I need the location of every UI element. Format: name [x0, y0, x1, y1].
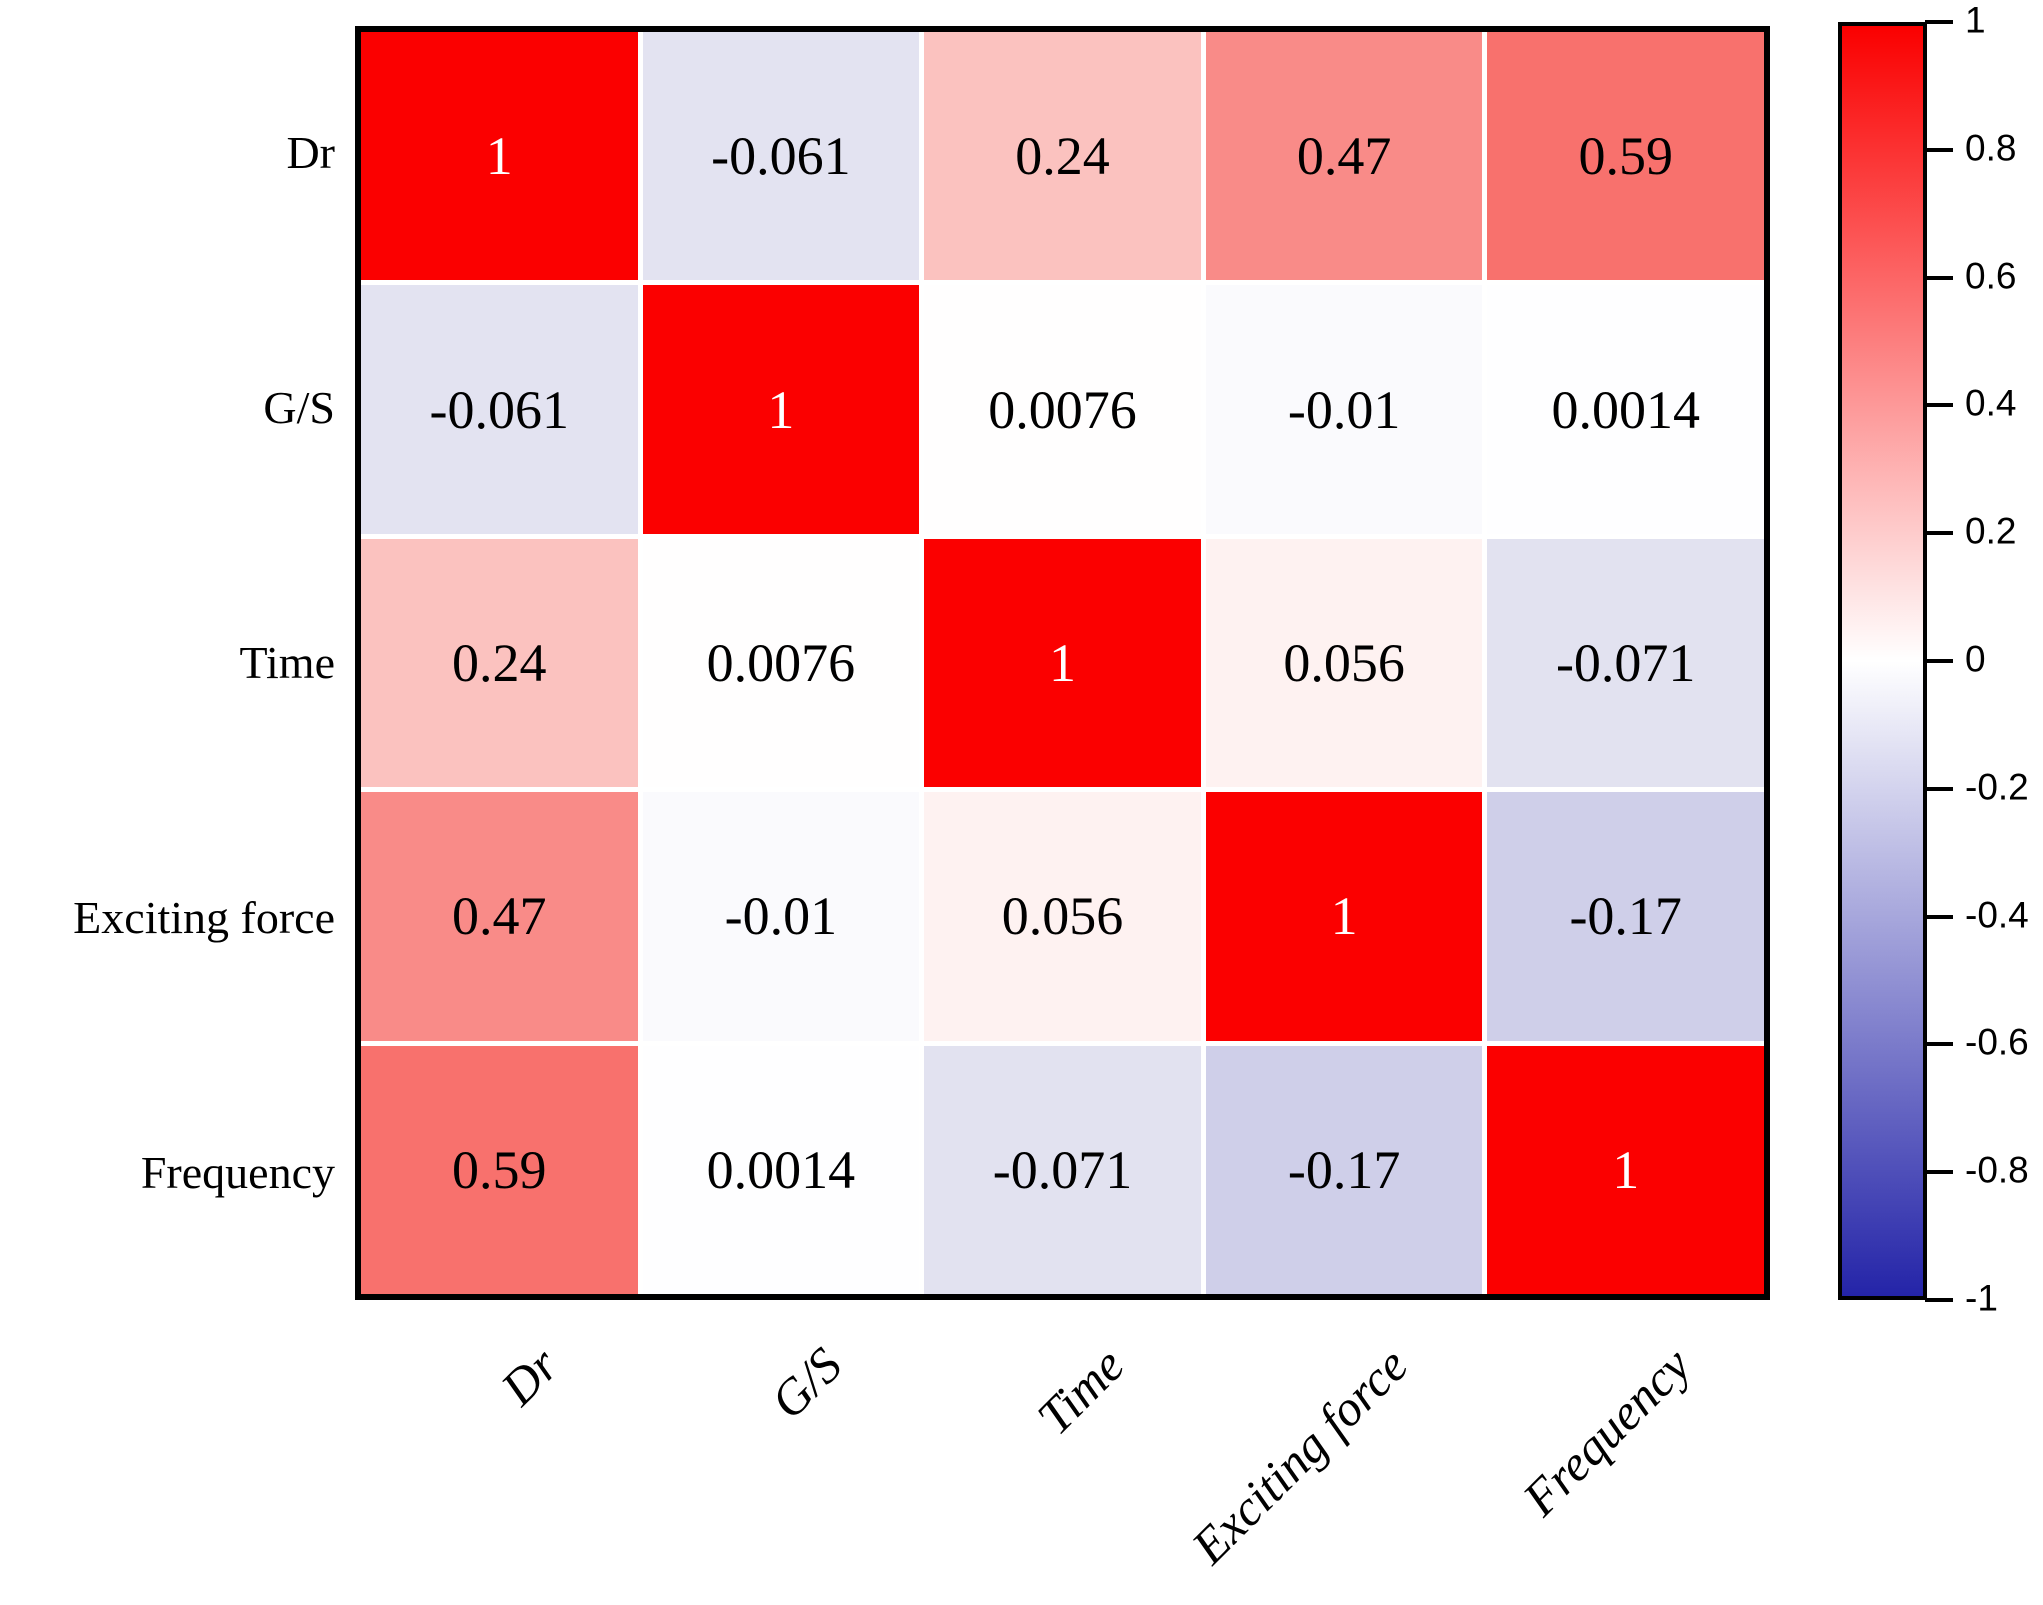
heatmap-cell-r1-c1: 1 — [642, 285, 920, 534]
colorbar-tick-label-6: -0.2 — [1965, 766, 2029, 808]
heatmap-grid: 1 -0.061 0.24 0.47 0.59 -0.061 1 0.0076 -0.01 0.0… — [355, 26, 1770, 1300]
heatmap-cell-r3-c4: -0.17 — [1487, 792, 1764, 1041]
colorbar-tick-label-4: 0.2 — [1965, 510, 2017, 552]
column-label-2: Time — [1026, 1336, 1135, 1446]
column-label-1: G/S — [759, 1336, 852, 1430]
heatmap-cell-r4-c0: 0.59 — [361, 1045, 638, 1294]
colorbar-tick-9 — [1925, 1170, 1953, 1175]
heatmap-cell-r0-c0: 1 — [361, 32, 638, 281]
colorbar-tick-label-8: -0.6 — [1965, 1021, 2029, 1063]
colorbar — [1838, 22, 1927, 1300]
heatmap-cell-r0-c4: 0.59 — [1487, 32, 1764, 281]
colorbar-tick-label-5: 0 — [1965, 638, 1986, 680]
heatmap-cell-r3-c3: 1 — [1205, 792, 1483, 1041]
colorbar-gradient — [1842, 26, 1923, 1296]
heatmap-cell-r0-c2: 0.24 — [924, 32, 1201, 281]
row-label-1: G/S — [263, 382, 335, 434]
heatmap-cell-r1-c4: 0.0014 — [1487, 285, 1764, 534]
colorbar-tick-6 — [1925, 786, 1953, 791]
heatmap-cell-r4-c3: -0.17 — [1205, 1045, 1483, 1294]
colorbar-tick-label-3: 0.4 — [1965, 382, 2017, 424]
heatmap-cell-r2-c1: 0.0076 — [642, 538, 920, 788]
colorbar-tick-4 — [1925, 531, 1953, 536]
colorbar-tick-label-1: 0.8 — [1965, 127, 2017, 169]
row-label-2: Time — [239, 637, 335, 688]
heatmap-cell-r3-c2: 0.056 — [924, 792, 1201, 1041]
heatmap-cell-r3-c0: 0.47 — [361, 792, 638, 1041]
colorbar-tick-2 — [1925, 275, 1953, 280]
colorbar-tick-7 — [1925, 914, 1953, 919]
column-label-3: Exciting force — [1180, 1336, 1418, 1575]
column-label-0: Dr — [489, 1336, 569, 1416]
heatmap-cell-r0-c1: -0.061 — [642, 32, 920, 281]
colorbar-tick-5 — [1925, 659, 1953, 663]
heatmap-cell-r1-c3: -0.01 — [1205, 285, 1483, 534]
heatmap-cell-r1-c0: -0.061 — [361, 285, 638, 534]
heatmap-cell-r4-c2: -0.071 — [924, 1045, 1201, 1294]
heatmap-cell-r0-c3: 0.47 — [1205, 32, 1483, 281]
colorbar-tick-label-10: -1 — [1965, 1277, 1998, 1319]
column-label-4: Frequency — [1511, 1336, 1701, 1527]
colorbar-tick-label-7: -0.4 — [1965, 893, 2029, 935]
colorbar-tick-10 — [1925, 1298, 1953, 1302]
colorbar-tick-label-0: 1 — [1965, 0, 1986, 41]
row-label-0: Dr — [286, 127, 335, 179]
row-label-3: Exciting force — [73, 891, 335, 943]
heatmap-cell-r2-c2: 1 — [924, 538, 1201, 788]
colorbar-tick-0 — [1925, 20, 1953, 24]
colorbar-tick-3 — [1925, 403, 1953, 408]
colorbar-tick-1 — [1925, 147, 1953, 152]
heatmap-cell-r2-c4: -0.071 — [1487, 538, 1764, 788]
colorbar-tick-label-2: 0.6 — [1965, 254, 2017, 296]
heatmap-cell-r3-c1: -0.01 — [642, 792, 920, 1041]
heatmap-cell-r2-c0: 0.24 — [361, 538, 638, 788]
heatmap-cell-r1-c2: 0.0076 — [924, 285, 1201, 534]
row-label-4: Frequency — [140, 1146, 335, 1198]
heatmap-cell-r4-c1: 0.0014 — [642, 1045, 920, 1294]
heatmap-cell-r4-c4: 1 — [1487, 1045, 1764, 1294]
heatmap-cell-r2-c3: 0.056 — [1205, 538, 1483, 788]
colorbar-tick-8 — [1925, 1042, 1953, 1047]
colorbar-tick-label-9: -0.8 — [1965, 1149, 2029, 1191]
